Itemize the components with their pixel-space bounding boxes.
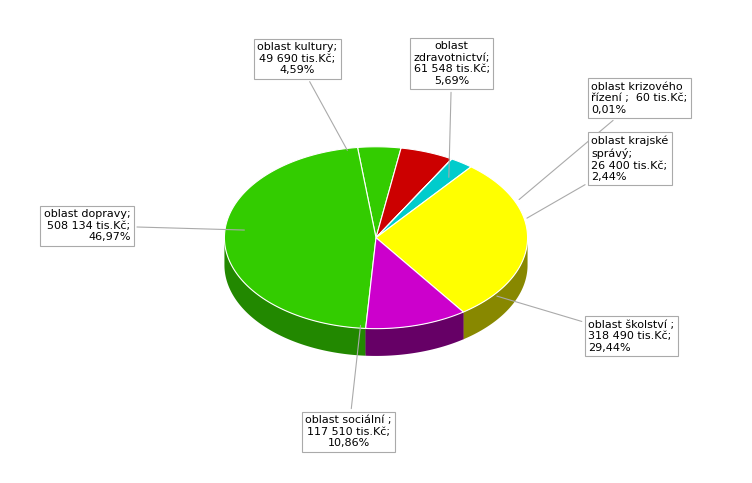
- Polygon shape: [376, 167, 528, 312]
- Polygon shape: [224, 238, 365, 355]
- Polygon shape: [365, 238, 376, 355]
- Text: oblast dopravy;
508 134 tis.Kč;
46,97%: oblast dopravy; 508 134 tis.Kč; 46,97%: [44, 209, 244, 242]
- Text: oblast školství ;
318 490 tis.Kč;
29,44%: oblast školství ; 318 490 tis.Kč; 29,44%: [497, 296, 675, 353]
- Polygon shape: [463, 239, 528, 340]
- Polygon shape: [365, 312, 463, 356]
- Text: oblast krajské
správý;
26 400 tis.Kč;
2,44%: oblast krajské správý; 26 400 tis.Kč; 2,…: [527, 136, 669, 218]
- Polygon shape: [376, 238, 463, 340]
- Text: oblast sociální ;
117 510 tis.Kč;
10,86%: oblast sociální ; 117 510 tis.Kč; 10,86%: [305, 326, 392, 448]
- Polygon shape: [357, 147, 401, 238]
- Text: oblast
zdravotnictví;
61 548 tis.Kč;
5,69%: oblast zdravotnictví; 61 548 tis.Kč; 5,6…: [414, 41, 490, 177]
- Polygon shape: [365, 238, 463, 328]
- Polygon shape: [376, 159, 452, 238]
- Polygon shape: [376, 238, 463, 340]
- Text: oblast krizového
řízení ;  60 tis.Kč;
0,01%: oblast krizového řízení ; 60 tis.Kč; 0,0…: [519, 82, 687, 199]
- Polygon shape: [365, 238, 376, 355]
- Text: oblast kultury;
49 690 tis.Kč;
4,59%: oblast kultury; 49 690 tis.Kč; 4,59%: [257, 42, 347, 150]
- Polygon shape: [376, 159, 471, 238]
- Polygon shape: [376, 148, 452, 238]
- Polygon shape: [224, 147, 376, 328]
